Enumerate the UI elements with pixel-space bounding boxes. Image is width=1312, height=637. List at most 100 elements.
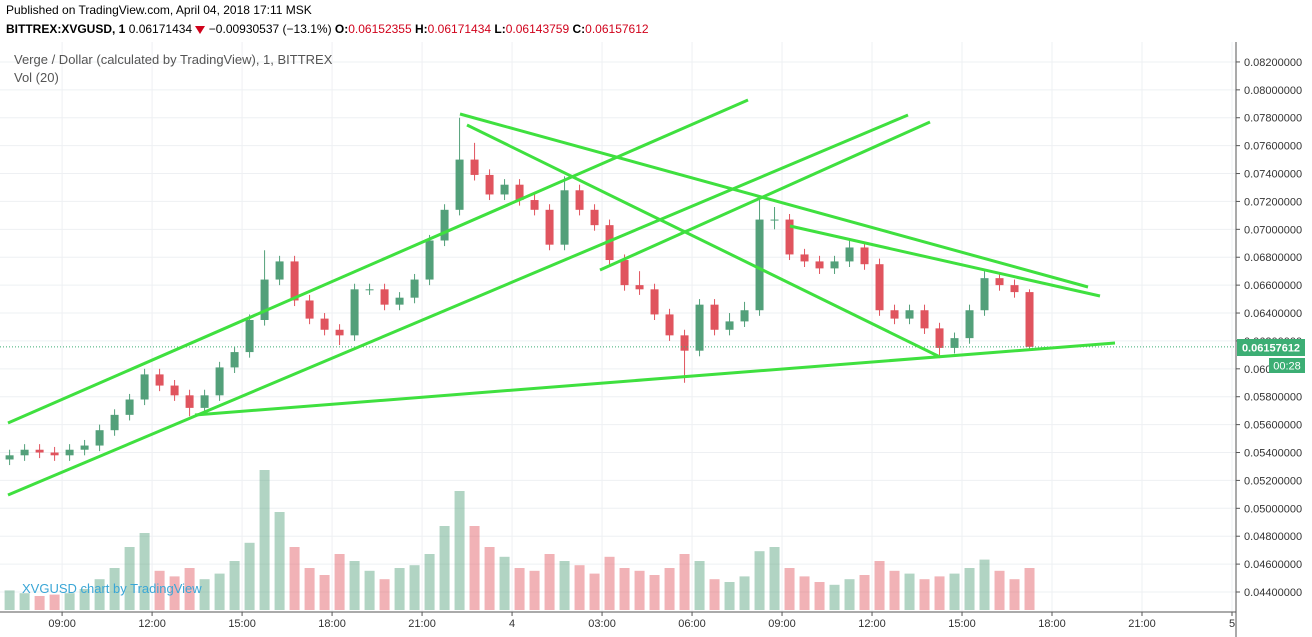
x-tick-label: 21:00 — [1128, 618, 1156, 630]
volume-bar — [19, 593, 30, 610]
candle-body — [365, 289, 374, 291]
candle-body — [275, 261, 284, 280]
x-tick-label: 21:00 — [408, 618, 436, 630]
x-tick-label: 06:00 — [678, 618, 706, 630]
y-tick-label: 0.07400000 — [1244, 169, 1302, 181]
volume-bar — [904, 573, 915, 610]
candle-body — [65, 449, 74, 456]
candle-body — [845, 247, 854, 262]
volume-bar — [4, 590, 15, 610]
ohlc-value: 0.06157612 — [585, 22, 649, 36]
candle-body — [230, 352, 239, 368]
candle-body — [185, 395, 194, 408]
volume-bar — [154, 570, 165, 610]
volume-bar — [544, 554, 555, 610]
candle-body — [860, 247, 869, 265]
y-tick-label: 0.07200000 — [1244, 196, 1302, 208]
candle-body — [1025, 292, 1034, 347]
y-tick-label: 0.05600000 — [1244, 420, 1302, 432]
volume-bar — [334, 554, 345, 610]
volume-bar — [769, 547, 780, 610]
candle-body — [560, 190, 569, 245]
volume-bar — [199, 579, 210, 610]
y-tick-label: 0.06400000 — [1244, 308, 1302, 320]
y-tick-label: 0.06800000 — [1244, 252, 1302, 264]
y-tick-label: 0.04600000 — [1244, 559, 1302, 571]
y-tick-label: 0.05000000 — [1244, 503, 1302, 515]
candle-body — [80, 445, 89, 450]
candle-body — [710, 304, 719, 330]
ohlc-label: O: — [334, 22, 349, 36]
candle-body — [305, 300, 314, 319]
y-tick-label: 0.07000000 — [1244, 224, 1302, 236]
ohlc-label: L: — [494, 22, 506, 36]
candle-body — [245, 320, 254, 353]
candle-body — [35, 449, 44, 453]
x-tick-label: 15:00 — [948, 618, 976, 630]
candle-body — [890, 310, 899, 319]
volume-bar — [274, 512, 285, 610]
candle-layer — [0, 117, 1236, 466]
volume-bar — [244, 542, 255, 610]
volume-bar — [94, 579, 105, 610]
volume-bar — [739, 576, 750, 610]
volume-bar — [634, 570, 645, 610]
volume-bar — [529, 570, 540, 610]
volume-bar — [469, 526, 480, 610]
x-tick-label: 5 — [1229, 618, 1235, 630]
ohlc-label: C: — [572, 22, 586, 36]
x-tick-label: 09:00 — [768, 618, 796, 630]
volume-bar — [364, 570, 375, 610]
x-tick-label: 4 — [509, 618, 515, 630]
volume-bar — [649, 575, 660, 610]
x-tick-label: 18:00 — [318, 618, 346, 630]
volume-bar — [934, 576, 945, 610]
trend-line — [7, 113, 909, 497]
volume-bar — [184, 568, 195, 610]
candle-body — [575, 190, 584, 210]
trend-line — [7, 98, 749, 425]
x-tick-label: 15:00 — [228, 618, 256, 630]
ohlc-value: 0.06171434 — [427, 22, 492, 36]
header: Published on TradingView.com, April 04, … — [0, 0, 1312, 40]
candle-body — [725, 321, 734, 330]
volume-bar — [259, 470, 270, 610]
volume-bar — [64, 593, 75, 610]
time-axis-bg — [0, 612, 1312, 637]
trend-line — [466, 123, 941, 359]
candle-body — [515, 184, 524, 201]
last-price-tag: 0.06157612 00:28 — [1237, 339, 1305, 373]
candle-body — [155, 374, 164, 386]
candle-body — [995, 278, 1004, 286]
candle-body — [770, 219, 779, 221]
volume-bar — [694, 561, 705, 610]
volume-bar — [964, 568, 975, 610]
grid — [0, 42, 1236, 612]
volume-bar — [109, 568, 120, 610]
volume-bar — [139, 533, 150, 610]
candle-body — [590, 209, 599, 226]
candle-body — [1010, 285, 1019, 293]
candle-body — [785, 219, 794, 255]
y-tick-label: 0.05200000 — [1244, 475, 1302, 487]
trend-line — [459, 112, 1089, 289]
candle-body — [950, 338, 959, 348]
volume-bar — [754, 551, 765, 610]
volume-bar — [319, 575, 330, 610]
volume-bar — [979, 559, 990, 610]
published: Published on TradingView.com, April 04, … — [6, 3, 312, 17]
volume-bar — [799, 576, 810, 610]
candle-body — [800, 254, 809, 262]
volume-bar — [724, 582, 735, 610]
volume-bar — [559, 561, 570, 610]
candle-body — [980, 278, 989, 311]
candle-body — [425, 240, 434, 280]
volume-bar — [229, 561, 240, 610]
candle-body — [110, 414, 119, 431]
volume-bar — [454, 491, 465, 610]
volume-bar — [439, 526, 450, 610]
volume-bar — [484, 547, 495, 610]
candle-body — [215, 367, 224, 396]
